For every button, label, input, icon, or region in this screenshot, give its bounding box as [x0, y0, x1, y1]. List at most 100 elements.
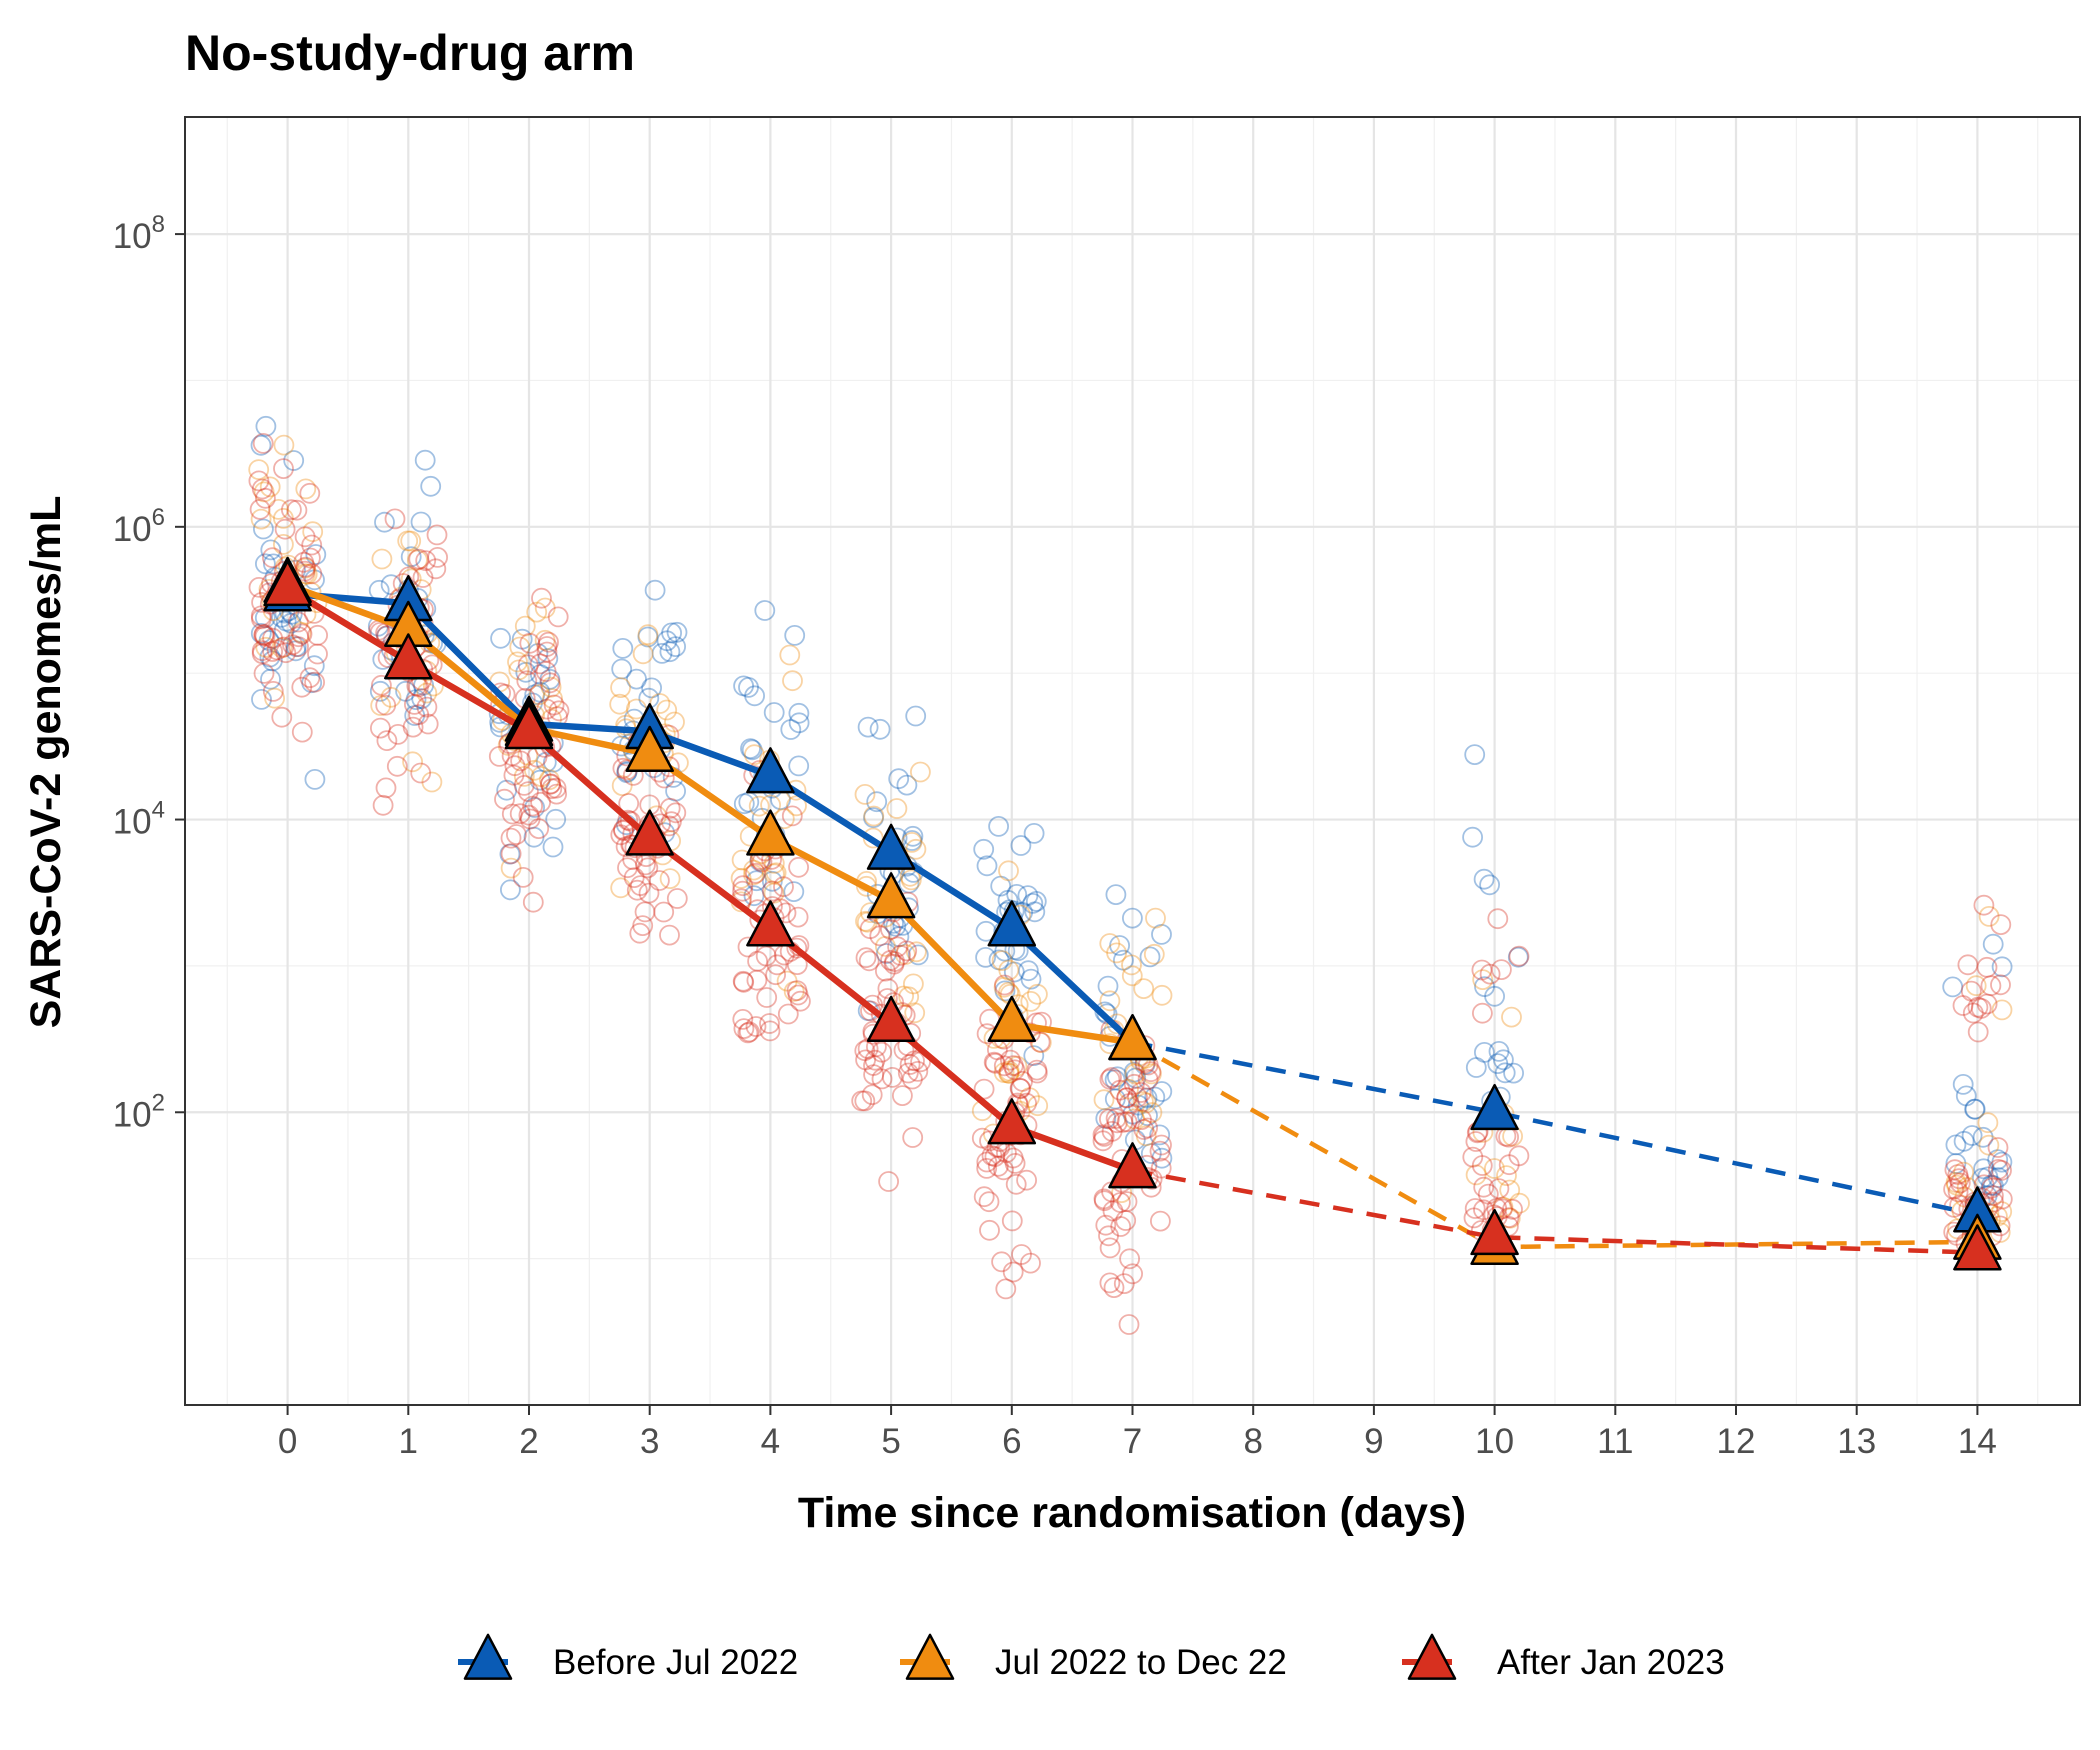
sample-point: [623, 867, 645, 888]
sample-point: [1477, 1183, 1499, 1205]
sample-point: [1006, 1055, 1028, 1077]
sample-point: [513, 775, 535, 796]
mean-marker: [866, 823, 916, 870]
sample-point: [500, 827, 522, 849]
sample-point: [1473, 868, 1495, 890]
sample-point: [883, 953, 905, 975]
sample-point: [416, 682, 438, 704]
sample-point: [506, 824, 527, 845]
sample-point: [406, 549, 428, 571]
sample-point: [617, 857, 638, 879]
sample-point: [637, 626, 659, 648]
y-axis-title: SARS-CoV-2 genomes/mL: [22, 496, 70, 1029]
sample-point: [371, 548, 393, 570]
sample-point: [524, 684, 546, 706]
sample-point: [864, 1049, 886, 1071]
sample-point: [976, 855, 998, 877]
sample-point: [740, 738, 761, 759]
sample-point: [1462, 826, 1483, 848]
sample-point: [1094, 1190, 1115, 1212]
sample-point: [1991, 1188, 2013, 1210]
sample-point: [786, 980, 808, 1001]
sample-point: [1101, 1067, 1122, 1088]
mean-marker: [987, 995, 1037, 1043]
sample-point: [786, 795, 807, 817]
sample-point: [863, 807, 884, 829]
sample-point: [425, 558, 447, 580]
x-tick-label: 8: [1243, 1422, 1262, 1461]
sample-point: [905, 705, 927, 727]
sample-point: [738, 1021, 760, 1043]
sample-point: [898, 872, 920, 894]
sample-point: [1949, 1172, 1971, 1194]
sample-point: [733, 971, 755, 993]
sample-point: [1020, 1252, 1041, 1274]
sample-point: [534, 597, 556, 619]
sample-point: [1099, 1237, 1121, 1259]
sample-point: [902, 1068, 923, 1090]
sample-point: [1972, 1126, 1994, 1148]
sample-point: [733, 1018, 755, 1039]
sample-point: [1109, 1079, 1131, 1101]
sample-point: [1017, 885, 1039, 906]
legend-label: Jul 2022 to Dec 22: [995, 1643, 1287, 1682]
sample-point: [518, 781, 539, 802]
sample-point: [1093, 1089, 1115, 1111]
sample-point: [548, 700, 570, 722]
sample-point: [1464, 744, 1486, 765]
sample-point: [895, 944, 916, 965]
sample-point: [517, 654, 539, 676]
sample-point: [1496, 1165, 1517, 1186]
sample-point: [1473, 1176, 1495, 1198]
sample-point: [535, 751, 557, 773]
sample-point: [1137, 1117, 1158, 1139]
sample-point: [995, 1278, 1017, 1300]
sample-point: [499, 879, 521, 901]
sample-point: [524, 759, 545, 781]
sample-point: [253, 624, 275, 646]
sample-point: [1005, 1173, 1027, 1195]
sample-point: [983, 1051, 1005, 1073]
sample-point: [262, 627, 284, 649]
x-tick-label: 7: [1123, 1422, 1142, 1461]
sample-point: [1488, 1178, 1510, 1199]
sample-point: [730, 868, 752, 889]
sample-point: [732, 880, 753, 902]
sample-point: [400, 530, 422, 552]
sample-point: [854, 784, 876, 805]
sample-point: [488, 746, 510, 767]
sample-point: [1151, 1147, 1173, 1169]
sample-point: [1946, 1174, 1967, 1196]
sample-point: [763, 702, 785, 723]
sample-point: [1098, 1225, 1119, 1247]
sample-point: [878, 1171, 899, 1192]
legend-marker: [905, 1633, 955, 1680]
sample-point: [1094, 1001, 1116, 1023]
sample-point: [612, 638, 634, 659]
sample-point: [884, 951, 905, 972]
sample-point: [659, 924, 680, 946]
sample-point: [1978, 1134, 2000, 1156]
sample-point: [661, 811, 682, 833]
x-tick-label: 1: [399, 1422, 418, 1461]
sample-point: [993, 1055, 1015, 1077]
sample-point: [248, 470, 270, 492]
sample-point: [1105, 1108, 1127, 1129]
sample-point: [519, 808, 541, 830]
legend-item: After Jan 2023: [1402, 1633, 1725, 1682]
sample-point: [1095, 1214, 1117, 1236]
sample-point: [1113, 949, 1134, 971]
sample-point: [1977, 1166, 1999, 1188]
sample-point: [254, 487, 276, 509]
sample-point: [738, 677, 759, 698]
sample-point: [1004, 1153, 1026, 1174]
sample-point: [1501, 1006, 1522, 1028]
sample-point: [1118, 1093, 1140, 1114]
mean-marker: [746, 900, 795, 947]
sample-point: [737, 936, 759, 958]
sample-point: [611, 775, 633, 796]
sample-point: [998, 1062, 1020, 1084]
sample-point: [610, 677, 631, 698]
sample-point: [536, 641, 558, 663]
sample-point: [427, 547, 449, 568]
